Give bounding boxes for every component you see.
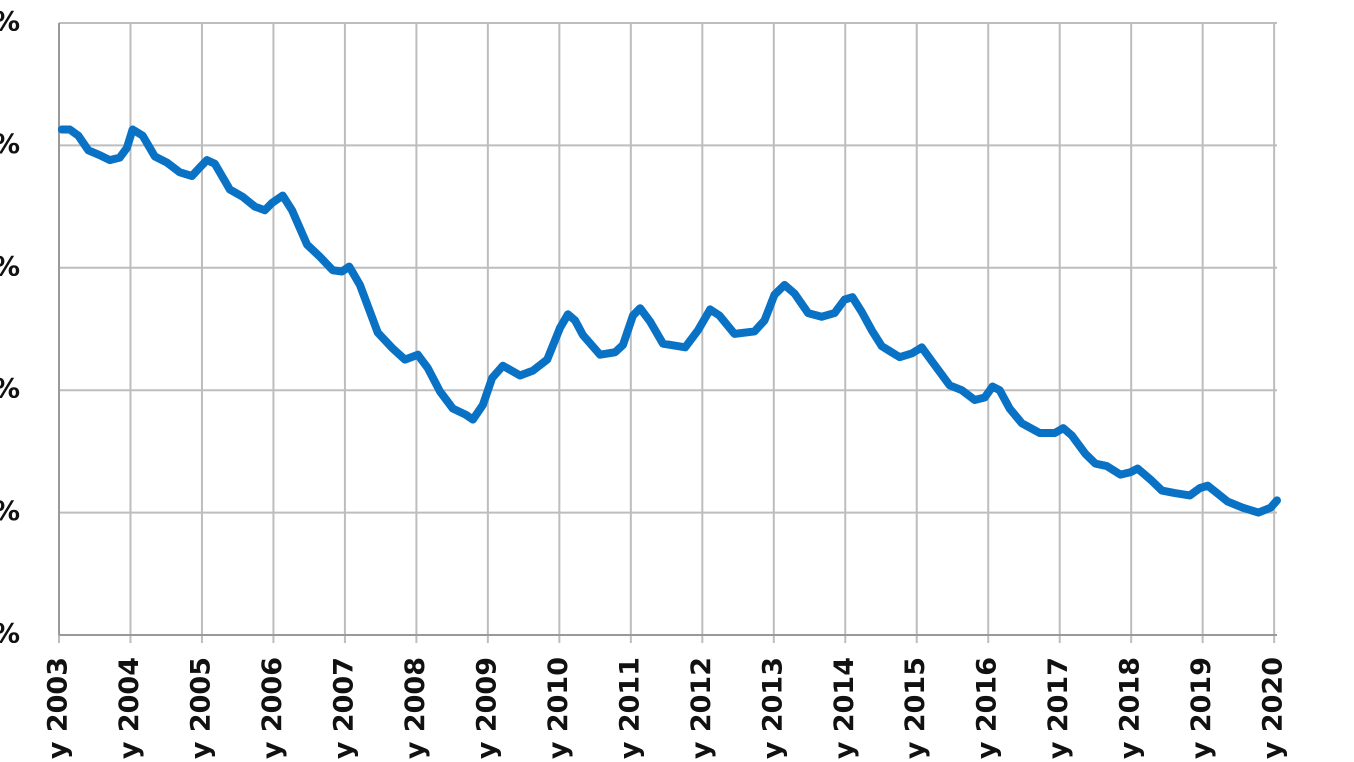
y-tick-label: % <box>0 496 20 527</box>
x-tick-label: y 2013 <box>757 657 788 759</box>
x-tick-label: y 2004 <box>114 657 145 759</box>
x-tick-label: y 2019 <box>1186 657 1217 759</box>
x-tick-label: y 2006 <box>257 657 288 759</box>
x-tick-label: y 2020 <box>1258 657 1289 759</box>
x-tick-label: y 2014 <box>829 657 860 759</box>
x-tick-label: y 2009 <box>471 657 502 759</box>
x-tick-label: y 2012 <box>686 657 717 759</box>
x-tick-label: y 2017 <box>1043 657 1074 759</box>
y-tick-label: % <box>0 251 20 282</box>
x-tick-label: y 2015 <box>900 657 931 759</box>
x-tick-label: y 2007 <box>328 657 359 759</box>
data-line <box>57 125 1281 517</box>
y-tick-label: % <box>0 374 20 405</box>
x-tick-label: y 2016 <box>972 657 1003 759</box>
y-tick-label: % <box>0 619 20 650</box>
x-tick-label: y 2005 <box>185 657 216 759</box>
x-tick-label: y 2018 <box>1115 657 1146 759</box>
x-tick-label: y 2011 <box>614 657 645 759</box>
y-tick-label: % <box>0 7 20 38</box>
x-tick-label: y 2010 <box>543 657 574 759</box>
x-tick-label: y 2003 <box>43 657 74 759</box>
x-tick-label: y 2008 <box>400 657 431 759</box>
y-tick-label: % <box>0 129 20 160</box>
